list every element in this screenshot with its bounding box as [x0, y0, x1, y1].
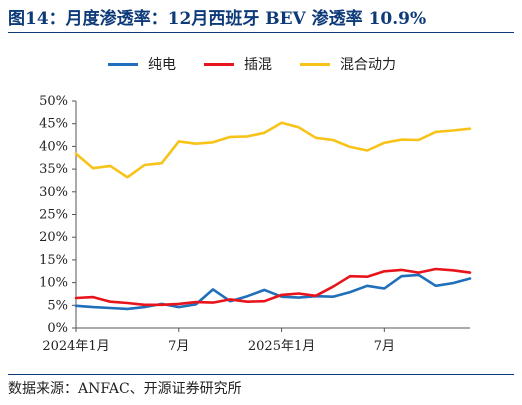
x-tick-label: 7月 [168, 339, 189, 354]
legend-swatch-bev [108, 62, 138, 66]
series-line-hybrid [74, 121, 472, 179]
figure-title: 图14：月度渗透率：12月西班牙 BEV 渗透率 10.9% [8, 9, 427, 29]
legend-item-hybrid: 混合动力 [300, 54, 396, 74]
y-tick-label: 45% [39, 117, 68, 132]
y-tick-label: 20% [39, 230, 68, 245]
legend-item-bev: 纯电 [108, 54, 176, 74]
legend-swatch-hybrid [300, 62, 330, 66]
legend-swatch-phev [204, 62, 234, 66]
y-tick-label: 10% [39, 276, 68, 291]
y-tick-label: 35% [39, 162, 68, 177]
legend-label-phev: 插混 [244, 57, 272, 73]
source-note: 数据来源：ANFAC、开源证券研究所 [8, 381, 242, 397]
y-tick-label: 50% [39, 94, 68, 109]
y-tick-label: 30% [39, 185, 68, 200]
y-tick-label: 25% [39, 208, 68, 223]
series-line-phev [74, 267, 472, 307]
y-tick-label: 5% [47, 298, 68, 313]
chart-legend: 纯电 插混 混合动力 [108, 54, 396, 74]
legend-label-hybrid: 混合动力 [340, 57, 396, 73]
x-tick-label: 2025年1月 [248, 339, 315, 354]
y-tick-label: 15% [39, 253, 68, 268]
legend-label-bev: 纯电 [148, 57, 176, 73]
x-tick-label: 2024年1月 [42, 339, 109, 354]
y-tick-label: 0% [47, 321, 68, 336]
y-tick-label: 40% [39, 139, 68, 154]
series-line-bev [74, 273, 472, 311]
title-divider [8, 32, 514, 33]
source-divider [8, 374, 514, 375]
x-tick-label: 7月 [374, 339, 395, 354]
legend-item-phev: 插混 [204, 54, 272, 74]
